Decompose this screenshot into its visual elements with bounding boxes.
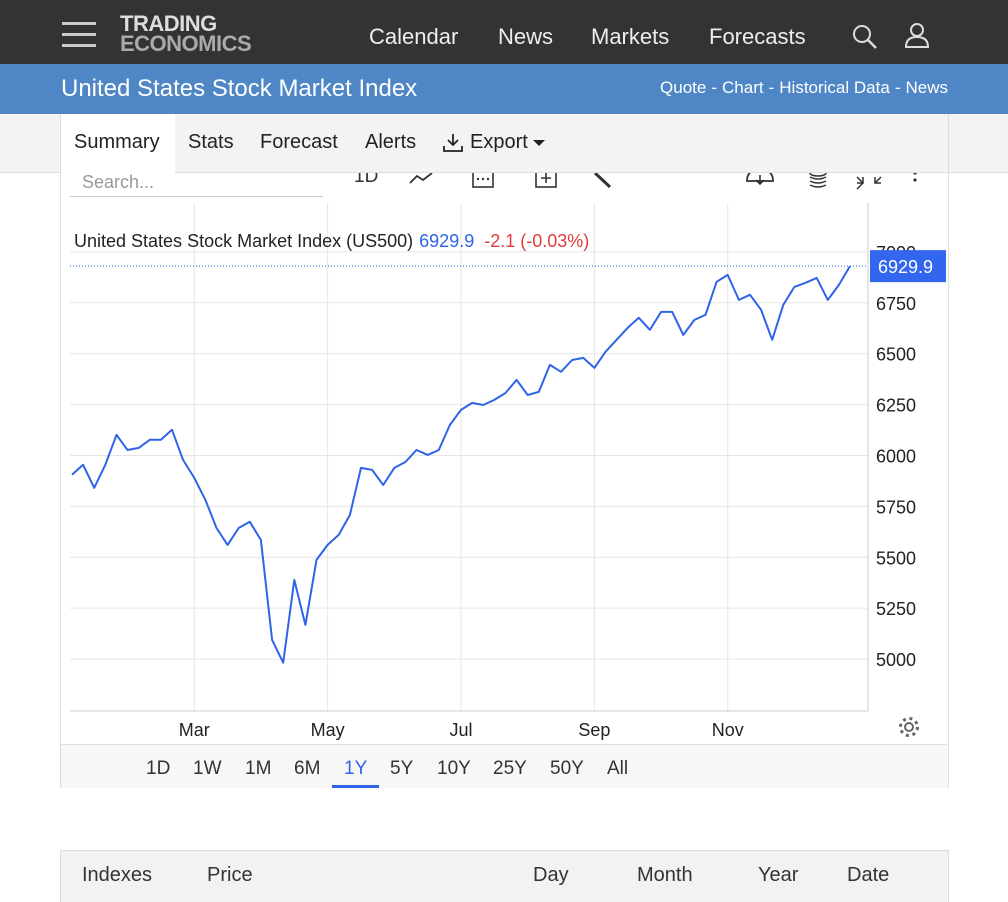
search-icon[interactable] [852, 24, 878, 50]
column-header: Month [637, 864, 693, 886]
column-header: Indexes [82, 864, 153, 886]
x-tick-label: Jul [449, 720, 472, 740]
nav-item[interactable]: News [498, 24, 554, 49]
page-title: United States Stock Market Index [61, 75, 418, 102]
column-header: Date [847, 864, 890, 886]
price-line [71, 265, 851, 664]
column-header: Day [533, 864, 569, 886]
y-tick-label: 6500 [876, 345, 916, 365]
tab[interactable]: Stats [188, 131, 234, 153]
banner-link[interactable]: Quote [660, 78, 707, 97]
active-tab-bg [61, 114, 175, 173]
y-tick-label: 5500 [876, 548, 916, 568]
range-button[interactable]: 25Y [493, 758, 527, 779]
banner-link[interactable]: News [905, 78, 948, 97]
tab[interactable]: Export [470, 131, 528, 153]
banner-links: Quote - Chart - Historical Data - News [660, 78, 948, 98]
column-header: Price [207, 864, 253, 886]
top-bar [0, 0, 1008, 64]
x-tick-label: Nov [712, 720, 744, 740]
interval-button[interactable]: 1D [354, 173, 378, 187]
chart: 500052505500575060006250650067507000MarM… [70, 203, 946, 740]
last-price: 6929.9 [419, 231, 475, 251]
range-button[interactable]: All [607, 758, 629, 779]
toolbar-icons [409, 173, 917, 190]
separator: - [711, 78, 718, 97]
interval: 1D [354, 173, 379, 187]
y-tick-label: 5750 [876, 497, 916, 517]
logo[interactable]: TRADING ECONOMICS [120, 11, 252, 56]
range-button[interactable]: 6M [294, 758, 321, 779]
chart-header: United States Stock Market Index (US500)… [74, 231, 589, 252]
tab[interactable]: Summary [74, 131, 160, 153]
separator: - [894, 78, 901, 97]
price-change: -2.1 (-0.03%) [484, 231, 590, 251]
y-tick-label: 6750 [876, 294, 916, 314]
x-tick-label: Mar [179, 720, 210, 740]
user-icon[interactable] [904, 22, 930, 50]
range-button[interactable]: 1Y [332, 758, 380, 788]
column-header: Year [758, 864, 799, 886]
range-button[interactable]: 50Y [550, 758, 584, 779]
range-button[interactable]: 5Y [390, 758, 414, 779]
separator: - [768, 78, 775, 97]
nav-item[interactable]: Calendar [369, 24, 459, 49]
logo-top: TRADING [120, 11, 217, 36]
x-tick-label: Sep [578, 720, 610, 740]
search-box[interactable]: Search... [70, 172, 323, 197]
export-icon [443, 134, 463, 152]
table-header [60, 850, 949, 902]
chart-title: United States Stock Market Index (US500) [74, 231, 414, 251]
y-tick-label: 5000 [876, 650, 916, 670]
x-tick-label: May [311, 720, 345, 740]
range-button[interactable]: 10Y [437, 758, 471, 779]
search-placeholder: Search... [82, 172, 155, 192]
range-button[interactable]: 1M [245, 758, 272, 779]
tab[interactable]: Alerts [365, 131, 417, 153]
range-button[interactable]: 1D [146, 758, 171, 779]
banner-link[interactable]: Historical Data [779, 78, 890, 97]
y-tick-label: 5250 [876, 599, 916, 619]
last-price-tag [870, 250, 946, 283]
range-bar [61, 744, 947, 788]
nav-item[interactable]: Forecasts [709, 24, 806, 49]
caret [533, 140, 545, 146]
logo-bottom: ECONOMICS [120, 31, 252, 56]
banner-link[interactable]: Chart [722, 78, 764, 97]
y-tick-label: 6250 [876, 396, 916, 416]
menu-icon[interactable] [62, 20, 98, 50]
settings-icon[interactable] [897, 715, 921, 739]
last-price-tag-label: 6929.9 [878, 257, 933, 277]
banner [0, 64, 1008, 114]
tab[interactable]: Forecast [260, 131, 338, 153]
nav-item[interactable]: Markets [591, 24, 670, 49]
range-button[interactable]: 1W [193, 758, 222, 779]
y-tick-label: 6000 [876, 446, 916, 466]
plot-area [70, 203, 868, 711]
